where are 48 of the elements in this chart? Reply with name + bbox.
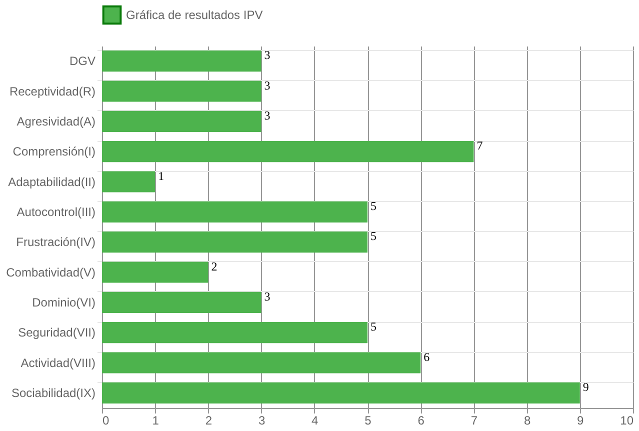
data-label: 2 bbox=[211, 259, 218, 274]
bar bbox=[102, 110, 262, 132]
bar bbox=[102, 382, 580, 404]
data-label: 6 bbox=[424, 350, 430, 364]
bar bbox=[102, 232, 368, 253]
y-tick-label: Frustración(IV) bbox=[16, 235, 96, 250]
data-label: 3 bbox=[264, 78, 270, 92]
x-tick-label: 6 bbox=[418, 414, 425, 428]
y-tick-label: Receptividad(R) bbox=[9, 84, 96, 98]
x-tick-label: 4 bbox=[312, 414, 319, 428]
x-tick-label: 10 bbox=[620, 414, 634, 428]
x-tick-label: 7 bbox=[470, 414, 478, 428]
data-label: 1 bbox=[158, 168, 164, 183]
x-tick-label: 0 bbox=[102, 414, 110, 428]
bar bbox=[102, 352, 421, 374]
legend-label: Gráfica de resultados IPV bbox=[126, 8, 263, 22]
y-tick-label: Autocontrol(III) bbox=[16, 204, 96, 219]
data-label: 7 bbox=[476, 138, 483, 153]
data-label: 3 bbox=[264, 108, 270, 122]
bar bbox=[102, 201, 368, 222]
data-label: 5 bbox=[370, 198, 376, 213]
y-tick-label: DGV bbox=[69, 54, 96, 68]
bar bbox=[102, 292, 262, 313]
bar bbox=[102, 141, 474, 162]
data-label: 5 bbox=[370, 320, 376, 334]
x-tick-label: 2 bbox=[205, 414, 212, 428]
x-tick-label: 8 bbox=[524, 414, 531, 428]
bar bbox=[102, 171, 156, 192]
y-tick-label: Seguridad(VII) bbox=[18, 326, 96, 340]
y-tick-label: Sociabilidad(IX) bbox=[11, 386, 96, 400]
y-tick-label: Adaptabilidad(II) bbox=[8, 174, 96, 189]
data-label: 3 bbox=[264, 289, 270, 304]
data-label: 9 bbox=[582, 380, 589, 394]
x-tick-label: 5 bbox=[364, 414, 372, 428]
data-label: 3 bbox=[264, 48, 270, 62]
x-tick-label: 1 bbox=[152, 414, 160, 428]
y-tick-label: Combatividad(V) bbox=[6, 265, 96, 280]
bar bbox=[102, 80, 262, 102]
x-tick-label: 9 bbox=[577, 414, 584, 428]
y-tick-label: Dominio(VI) bbox=[32, 295, 96, 310]
y-tick-label: Agresividad(A) bbox=[16, 114, 96, 128]
bar bbox=[102, 262, 208, 283]
bar bbox=[102, 322, 368, 344]
data-label: 5 bbox=[370, 229, 376, 244]
bar bbox=[102, 50, 262, 72]
y-tick-label: Actividad(VIII) bbox=[20, 356, 96, 370]
y-tick-label: Comprensión(I) bbox=[12, 144, 96, 159]
x-tick-label: 3 bbox=[258, 414, 266, 428]
